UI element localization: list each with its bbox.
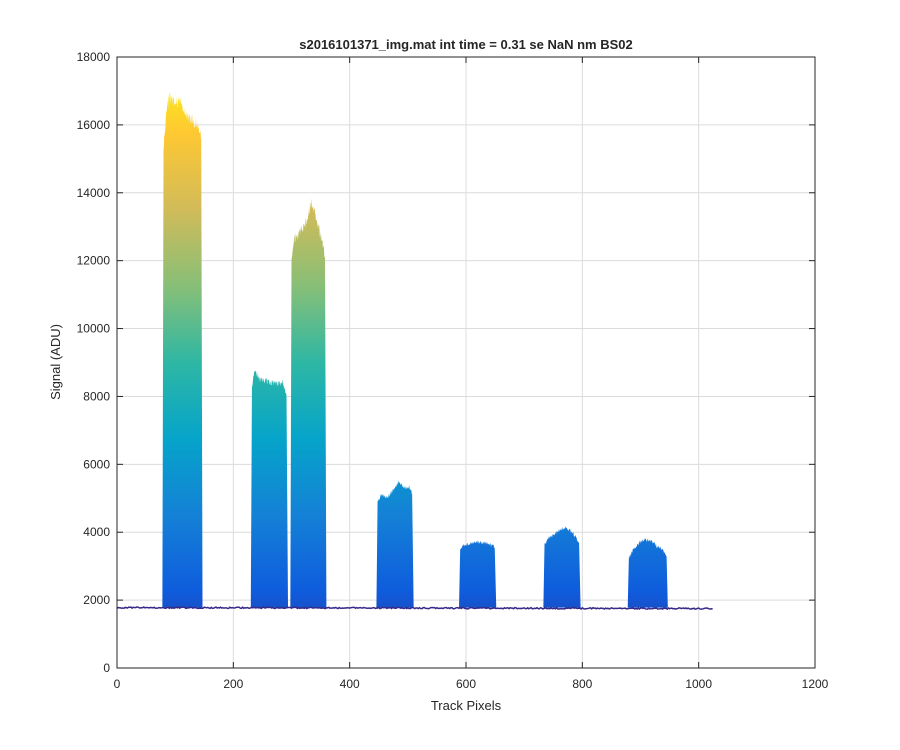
signal-peak — [543, 525, 581, 608]
x-tick-label: 400 — [340, 677, 360, 691]
signal-peak — [250, 370, 289, 608]
x-axis-label: Track Pixels — [431, 698, 502, 713]
y-tick-label: 8000 — [83, 389, 110, 403]
y-tick-label: 10000 — [77, 322, 111, 336]
signal-series — [117, 92, 713, 611]
y-tick-label: 0 — [103, 661, 110, 675]
y-tick-label: 14000 — [77, 186, 111, 200]
x-tick-label: 1000 — [685, 677, 712, 691]
x-tick-label: 1200 — [802, 677, 829, 691]
y-tick-label: 6000 — [83, 457, 110, 471]
y-tick-label: 18000 — [77, 50, 111, 64]
signal-peak — [290, 198, 327, 608]
x-tick-label: 800 — [572, 677, 592, 691]
y-tick-label: 12000 — [77, 254, 111, 268]
chart-title: s2016101371_img.mat int time = 0.31 se N… — [299, 37, 633, 52]
signal-peak — [376, 480, 414, 608]
y-tick-label: 4000 — [83, 525, 110, 539]
y-tick-label: 16000 — [77, 118, 111, 132]
x-tick-label: 0 — [114, 677, 121, 691]
baseline-trace — [117, 606, 713, 611]
axis-ticks: 0 200 400 600 800 1000 12000200040006000800010… — [77, 50, 829, 691]
y-tick-label: 2000 — [83, 593, 110, 607]
x-tick-label: 600 — [456, 677, 476, 691]
x-tick-label: 200 — [223, 677, 243, 691]
y-axis-label: Signal (ADU) — [48, 324, 63, 400]
signal-peak — [162, 92, 203, 608]
signal-peak — [459, 540, 497, 608]
signal-peak — [627, 538, 668, 608]
